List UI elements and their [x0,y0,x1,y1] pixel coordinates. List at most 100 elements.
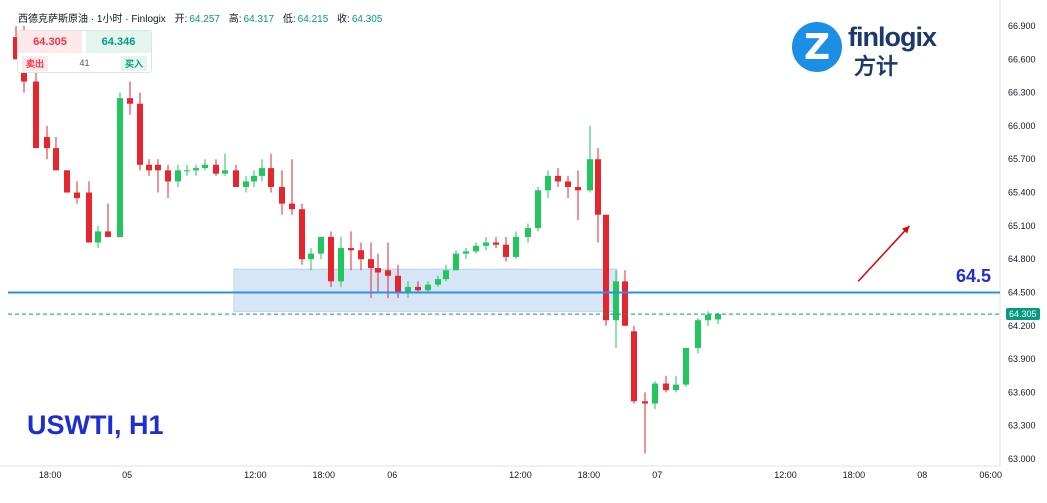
candle-body [184,170,190,172]
candle-body [127,98,133,104]
trend-arrow-line [857,225,911,282]
candle-body [213,164,219,174]
candle-body [545,175,551,191]
candle-body [33,81,39,149]
symbol-title: 西德克萨斯原油 · 1小时 · Finlogix [18,14,166,25]
low-label: 低: [282,14,296,25]
candle-body [279,186,285,204]
candle-body [565,181,571,187]
x-tick-label: 05 [122,470,132,480]
candle-body [473,245,479,252]
candle-body [435,279,441,285]
candle-body [251,175,257,182]
candle-body [652,383,658,404]
sell-button[interactable]: 卖出 [22,56,49,71]
x-tick-label: 18:00 [313,470,336,480]
candle-body [348,248,354,251]
logo-cn: 方计 [854,54,899,79]
candle-body [259,168,265,176]
candle-body [105,231,111,237]
logo-brand: finlogix [848,22,937,52]
x-tick-label: 12:00 [774,470,797,480]
candle-body [525,228,531,237]
sell-price-button[interactable]: 64.305 [18,31,82,53]
candle-body [503,244,509,257]
high-label: 高: [228,14,242,25]
candle-body [137,103,143,165]
candle-body [368,259,374,269]
candle-body [425,284,431,291]
candle-body [13,37,19,60]
candle-body [603,214,609,321]
logo-icon: Z [792,22,842,72]
candle-body [146,164,152,171]
candle-body [453,253,459,271]
spread-value: 41 [79,58,90,68]
candle-body [683,347,689,385]
open-value: 64.257 [189,14,220,25]
candle-body [308,253,314,260]
candle-body [493,242,499,245]
x-tick-label: 08 [917,470,927,480]
open-label: 开: [174,14,188,25]
y-tick-label: 63.000 [1008,454,1036,464]
candle-body [243,181,249,187]
candle-body [555,175,561,182]
y-tick-label: 65.400 [1008,188,1036,198]
x-tick-label: 18:00 [843,470,866,480]
candle-body [64,170,70,193]
x-tick-label: 12:00 [244,470,267,480]
candle-body [155,164,161,171]
candle-body [715,314,721,320]
chart-header: 西德克萨斯原油 · 1小时 · Finlogix 开: 64.257 高: 64.3… [18,10,382,25]
candle-body [463,251,469,254]
candle-body [695,320,701,348]
candle-body [642,401,648,404]
x-tick-label: 18:00 [578,470,601,480]
buy-price-button[interactable]: 64.346 [86,31,151,53]
x-tick-label: 06:00 [979,470,1002,480]
candle-body [673,384,679,391]
trend-arrow-head [902,225,910,234]
candle-body [385,270,391,276]
candle-body [299,209,305,260]
x-tick-label: 06 [387,470,397,480]
x-tick-label: 12:00 [509,470,532,480]
candle-body [663,383,669,391]
candle-body [415,286,421,291]
y-tick-label: 66.900 [1008,21,1036,31]
candle-body [233,170,239,187]
candle-body [202,164,208,169]
buy-button[interactable]: 买入 [120,56,147,71]
y-tick-label: 64.500 [1008,287,1036,297]
last-price-badge: 64.305 [1006,308,1040,320]
high-value: 64.317 [243,14,275,25]
close-value: 64.305 [351,14,383,25]
trade-widget: 64.305 64.346 卖出 41 买入 [17,30,152,73]
candle-body [44,137,50,149]
y-tick-label: 64.800 [1008,254,1036,264]
candle-body [165,170,171,182]
candle-body [622,281,628,326]
candle-body [86,192,92,243]
candle-body [405,286,411,293]
candle-body [74,192,80,199]
finlogix-logo: Z finlogix 方计 [792,22,952,79]
y-tick-label: 66.600 [1008,54,1036,64]
close-label: 收: [337,14,350,25]
candle-body [193,168,199,171]
candle-body [117,98,123,237]
candle-body [631,331,637,402]
y-tick-label: 65.100 [1008,221,1036,231]
candle-body [222,170,228,174]
candle-body [53,148,59,171]
candle-body [595,159,601,215]
y-tick-label: 63.600 [1008,387,1036,397]
y-tick-label: 63.300 [1008,421,1036,431]
candle-body [318,236,324,254]
candle-body [483,242,489,246]
y-tick-label: 66.300 [1008,88,1036,98]
y-tick-label: 63.900 [1008,354,1036,364]
candle-body [95,231,101,243]
